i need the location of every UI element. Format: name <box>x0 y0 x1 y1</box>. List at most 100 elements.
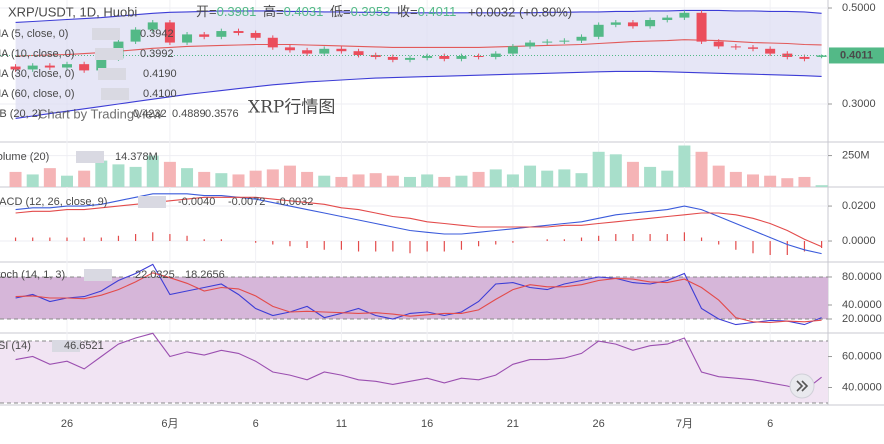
ohlc-label: 收= <box>397 4 418 19</box>
candle-body <box>525 42 536 47</box>
ohlc-readout: 低=0.3953 <box>330 4 390 19</box>
volume-bar <box>318 175 331 187</box>
volume-bar <box>369 173 382 187</box>
indicator-icons <box>84 269 112 281</box>
y-tick-label: 40.0000 <box>842 299 882 311</box>
volume-bar <box>575 173 588 187</box>
volume-bar <box>438 176 451 187</box>
x-tick-label: 6 <box>767 418 773 430</box>
readout-value: -0.0040 <box>178 196 215 208</box>
ohlc-value: 0.4011 <box>418 4 457 19</box>
candle-body <box>765 48 776 54</box>
readout-value: -0.0032 <box>276 196 313 208</box>
x-tick-label: 21 <box>507 418 519 430</box>
ohlc-label: 低= <box>330 4 351 19</box>
y-tick-label: 0.0200 <box>842 200 876 212</box>
candle-body <box>302 50 313 54</box>
volume-bar <box>78 170 91 187</box>
candle-body <box>79 64 90 71</box>
volume-bar <box>112 164 125 187</box>
scroll-button[interactable] <box>789 373 815 399</box>
candle-body <box>319 48 330 54</box>
candle-body <box>730 46 741 48</box>
indicator-icons <box>101 88 129 100</box>
indicator-value: 0.4190 <box>143 68 177 80</box>
candle-body <box>542 41 553 43</box>
candle-body <box>593 24 604 37</box>
last-price-label: 0.4011 <box>840 49 873 61</box>
volume-bar <box>43 168 56 187</box>
readout-value: 18.2656 <box>185 269 225 281</box>
ohlc-label: 高= <box>263 4 284 19</box>
indicator-line <box>15 39 822 57</box>
indicator-name: MA (10, close, 0) <box>0 48 75 60</box>
volume-bar <box>249 170 262 187</box>
indicator-value: 0.3942 <box>140 28 174 40</box>
x-tick-label: 6 <box>253 418 259 430</box>
bollinger-fill <box>15 10 822 119</box>
x-tick-label: 26 <box>593 418 605 430</box>
candle-body <box>387 56 398 60</box>
panel-name: MACD (12, 26, close, 9) <box>0 196 107 208</box>
ohlc-readout: 收=0.4011 <box>397 4 456 19</box>
y-tick-label: 40.0000 <box>842 381 882 393</box>
indicator-line <box>15 9 822 23</box>
volume-bar <box>747 174 759 187</box>
ohlc-readout: 高=0.4031 <box>263 4 323 19</box>
x-tick-label: 7月 <box>676 418 693 430</box>
volume-bar <box>232 174 245 187</box>
volume-bar <box>524 165 537 187</box>
volume-bar <box>26 174 39 187</box>
volume-bar <box>506 174 519 187</box>
volume-bar <box>146 155 159 187</box>
volume-bar <box>695 151 708 187</box>
plot-area <box>0 0 884 406</box>
x-tick-label: 6月 <box>161 418 178 430</box>
ohlc-readout: 开=0.3981 <box>196 4 256 19</box>
indicator-icons <box>138 196 166 208</box>
volume-bar <box>678 145 691 187</box>
candle-body <box>696 12 707 42</box>
volume-bar <box>455 175 468 187</box>
indicator-name: MA (30, close, 0) <box>0 68 75 80</box>
candle-body <box>216 31 227 37</box>
indicator-value: 0.4100 <box>143 88 177 100</box>
candle-body <box>507 46 518 54</box>
volume-bar <box>815 185 828 187</box>
volume-bar <box>592 151 605 187</box>
indicator-name: MA (5, close, 0) <box>0 28 68 40</box>
band-fill <box>0 341 828 403</box>
volume-bar <box>404 176 416 187</box>
bb-value: 0.4232 <box>133 108 167 120</box>
volume-bar <box>9 171 22 187</box>
volume-bar <box>301 171 314 187</box>
volume-bar <box>661 170 674 187</box>
button-icon[interactable] <box>796 380 809 392</box>
ohlc-value: 0.3953 <box>351 4 391 19</box>
candle-body <box>782 53 793 57</box>
indicator-line <box>15 196 822 248</box>
volume-bar <box>489 169 502 187</box>
candle-body <box>27 65 38 70</box>
volume-bar <box>129 166 142 187</box>
panel-name: Stoch (14, 1, 3) <box>0 269 65 281</box>
candle-body <box>645 20 656 27</box>
x-tick-label: 11 <box>336 418 347 430</box>
candle-body <box>627 22 638 27</box>
overlay: 26 6月 6 11 16 21 26 7月 6 0.5000 0.3000 250M 0.0200 0.… <box>0 2 884 430</box>
y-tick-label: 60.0000 <box>842 350 882 362</box>
volume-bar <box>386 175 399 187</box>
candle-body <box>456 56 467 59</box>
candle-body <box>267 37 278 48</box>
y-tick-label: 80.0000 <box>842 271 882 283</box>
volume-bar <box>729 171 742 187</box>
volume-bar <box>266 169 279 187</box>
candle-body <box>422 56 433 58</box>
candle-body <box>473 56 484 58</box>
volume-bar <box>215 173 228 187</box>
indicator-line <box>15 263 822 326</box>
volume-bar <box>541 170 554 187</box>
panel-name: Volume (20) <box>0 151 49 163</box>
volume-bar <box>283 165 296 187</box>
